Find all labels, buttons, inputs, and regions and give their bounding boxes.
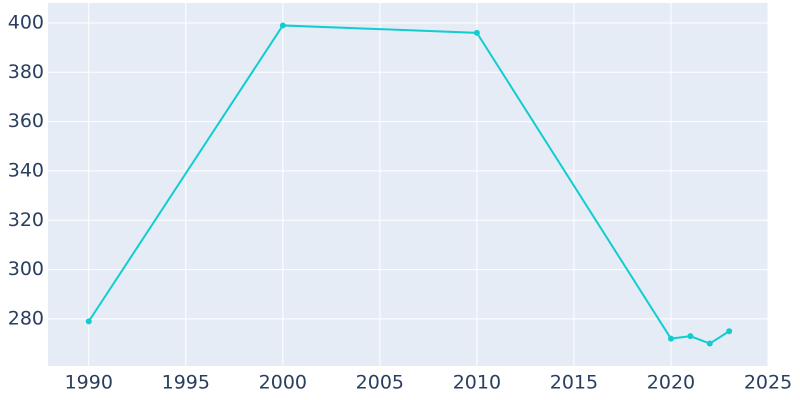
x-tick-label: 2025 [744, 372, 792, 394]
y-tick-label: 400 [8, 11, 44, 33]
point [706, 340, 713, 347]
point [473, 29, 480, 36]
y-tick-label: 300 [8, 258, 44, 280]
point [279, 22, 286, 29]
y-tick-label: 380 [8, 61, 44, 83]
x-tick-label: 2005 [356, 372, 404, 394]
point [667, 335, 674, 342]
y-tick-label: 360 [8, 110, 44, 132]
x-tick-label: 2010 [453, 372, 501, 394]
x-tick-label: 2020 [647, 372, 695, 394]
point [726, 328, 733, 335]
x-tick-label: 2000 [259, 372, 307, 394]
point [687, 333, 694, 340]
y-tick-label: 320 [8, 209, 44, 231]
y-tick-label: 340 [8, 159, 44, 181]
x-tick-label: 1990 [65, 372, 113, 394]
x-tick-label: 2015 [550, 372, 598, 394]
y-tick-label: 280 [8, 307, 44, 329]
point [85, 318, 92, 325]
x-tick-label: 1995 [162, 372, 210, 394]
plot-area [48, 3, 768, 366]
